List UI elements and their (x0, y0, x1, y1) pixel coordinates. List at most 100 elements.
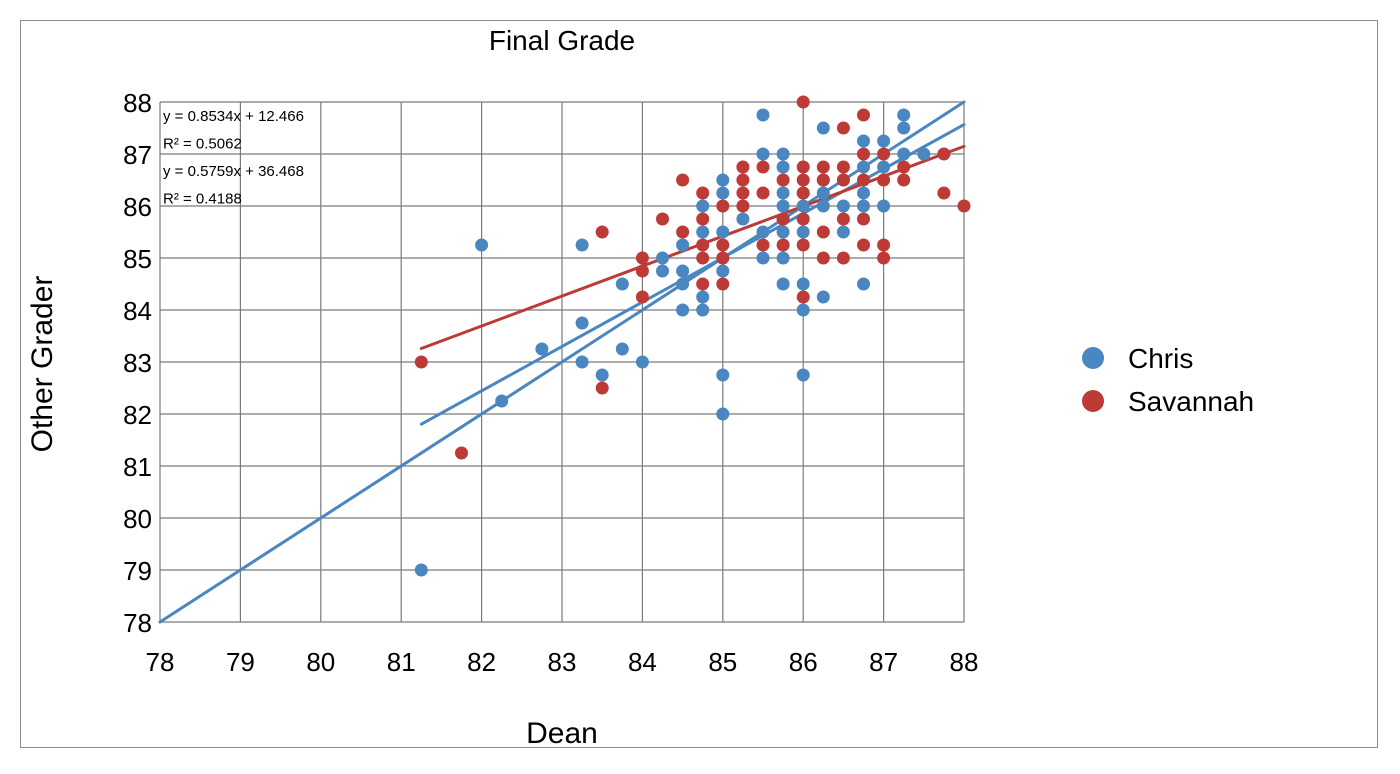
y-axis-title: Other Grader (26, 276, 59, 453)
data-point (756, 147, 770, 161)
data-point (816, 225, 830, 239)
data-point (857, 134, 870, 148)
data-point (756, 108, 770, 122)
data-point (816, 199, 830, 213)
data-point (696, 199, 710, 213)
data-point (836, 225, 850, 239)
data-point (716, 251, 730, 265)
data-point (716, 186, 730, 200)
data-point (776, 251, 790, 265)
trendline-chris (158, 100, 966, 624)
data-point (575, 238, 589, 252)
legend-marker-savannah (1082, 390, 1104, 412)
trendline-equation: y = 0.5759x + 36.468 (163, 163, 304, 180)
data-point (776, 238, 790, 252)
data-point (716, 199, 730, 213)
y-tick-label: 79 (123, 556, 152, 586)
x-tick-label: 85 (708, 647, 737, 677)
legend-label-chris: Chris (1128, 343, 1193, 374)
tick-labels: 78 79 80 81 82 83 84 85 86 87 88 78 79 80 81 82 83 84 85 86… (123, 88, 978, 677)
trendline-equations: y = 0.8534x + 12.466 R² = 0.5062 y = 0.575… (163, 108, 304, 208)
data-point (475, 238, 489, 252)
data-point (696, 251, 710, 265)
data-point (877, 199, 891, 213)
data-point (756, 186, 770, 200)
x-tick-label: 88 (950, 647, 979, 677)
data-point (756, 238, 770, 252)
data-point (696, 290, 710, 304)
data-point (736, 212, 750, 226)
data-point (796, 160, 810, 174)
data-point (776, 277, 790, 291)
data-point (816, 186, 830, 200)
data-point (676, 238, 690, 252)
data-point (857, 147, 870, 161)
data-point (414, 563, 428, 577)
data-point (736, 186, 750, 200)
y-tick-label: 84 (123, 296, 152, 326)
data-point (535, 342, 549, 356)
data-point (776, 199, 790, 213)
data-point (635, 290, 649, 304)
data-point (696, 212, 710, 226)
data-point (696, 225, 710, 239)
data-point (756, 160, 770, 174)
data-point (857, 173, 870, 187)
data-point (615, 342, 629, 356)
data-point (816, 290, 830, 304)
trendline-equation: R² = 0.4188 (163, 191, 242, 208)
y-tick-label: 78 (123, 608, 152, 638)
data-point (816, 160, 830, 174)
data-point (455, 446, 468, 460)
data-point (696, 303, 710, 317)
data-point (897, 108, 911, 122)
data-point (836, 160, 850, 174)
data-point (776, 186, 790, 200)
data-point (656, 251, 669, 265)
data-point (796, 238, 810, 252)
data-point (716, 225, 730, 239)
data-point (776, 212, 790, 226)
data-point (595, 368, 609, 382)
y-tick-label: 83 (123, 348, 152, 378)
trendline-equation: y = 0.8534x + 12.466 (163, 108, 304, 125)
data-point (595, 381, 609, 395)
data-point (635, 251, 649, 265)
data-point (857, 199, 870, 213)
data-point (716, 264, 730, 278)
data-point (816, 121, 830, 135)
data-point (836, 251, 850, 265)
data-point (756, 225, 770, 239)
data-point (917, 147, 931, 161)
data-point (696, 186, 710, 200)
series-savannah (414, 95, 971, 460)
data-point (716, 173, 730, 187)
x-tick-label: 83 (548, 647, 577, 677)
data-point (796, 212, 810, 226)
data-point (796, 290, 810, 304)
data-point (897, 173, 911, 187)
y-tick-label: 88 (123, 88, 152, 118)
data-point (796, 225, 810, 239)
legend-marker-chris (1082, 347, 1104, 369)
data-point (736, 199, 750, 213)
data-point (857, 160, 870, 174)
legend: Chris Savannah (1082, 343, 1254, 417)
data-point (877, 160, 891, 174)
data-point (857, 108, 870, 122)
data-point (676, 264, 690, 278)
y-tick-label: 85 (123, 244, 152, 274)
data-points (414, 95, 971, 577)
trendline-chris (419, 123, 966, 426)
trendline-savannah (419, 144, 966, 350)
data-point (796, 303, 810, 317)
data-point (736, 173, 750, 187)
x-tick-label: 87 (869, 647, 898, 677)
x-tick-label: 86 (789, 647, 818, 677)
data-point (495, 394, 509, 408)
x-tick-label: 80 (306, 647, 335, 677)
data-point (857, 277, 870, 291)
x-tick-label: 79 (226, 647, 255, 677)
data-point (836, 212, 850, 226)
